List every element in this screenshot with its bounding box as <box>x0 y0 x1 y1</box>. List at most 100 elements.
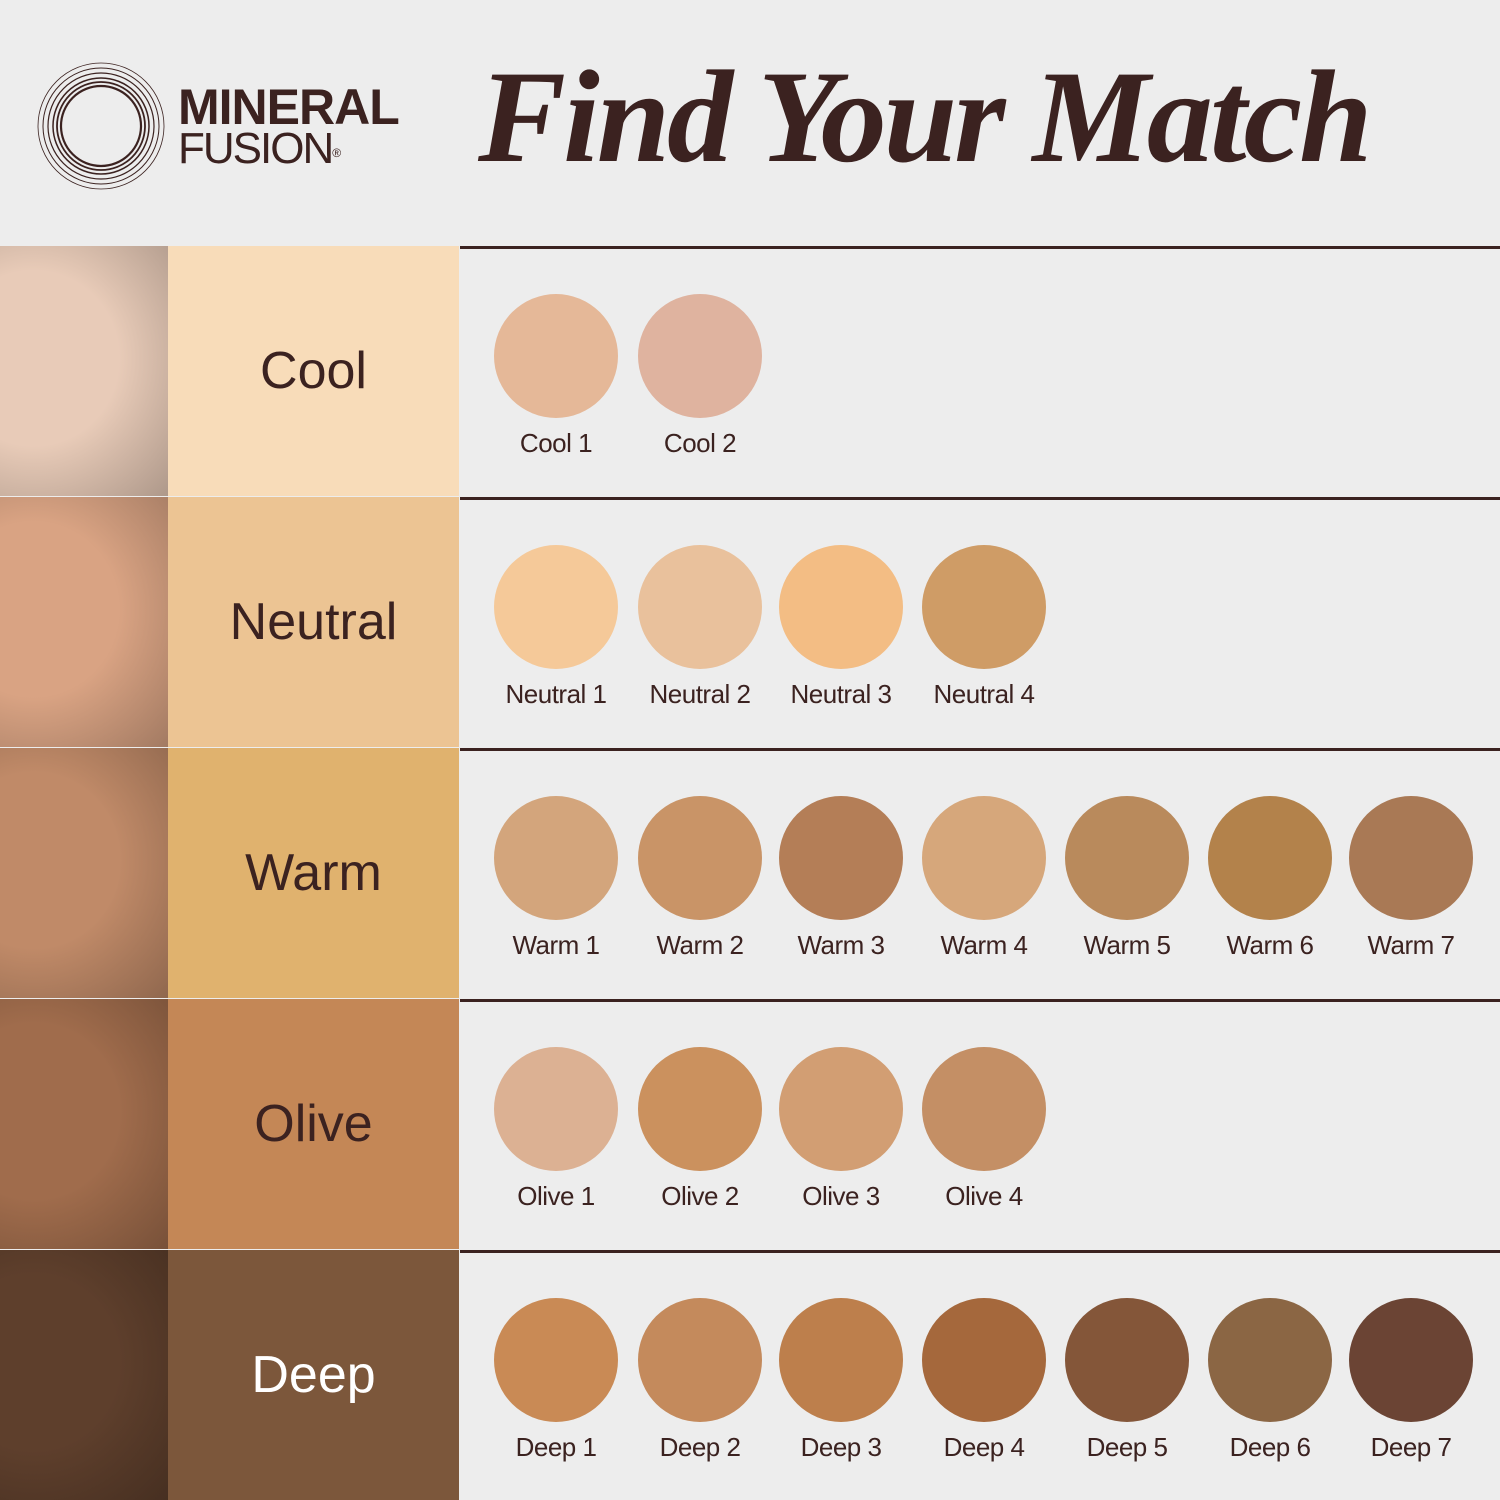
undertone-label: Olive <box>254 1095 373 1153</box>
shade-name: Warm 1 <box>512 930 600 960</box>
shade-color-circle <box>638 1047 762 1171</box>
shade-name: Neutral 4 <box>933 679 1036 709</box>
shade-name: Deep 7 <box>1370 1432 1452 1462</box>
shade-name: Deep 1 <box>515 1432 597 1462</box>
shade-name: Deep 5 <box>1086 1432 1168 1462</box>
shade-name: Olive 2 <box>661 1181 739 1211</box>
shade-color-circle <box>922 1298 1046 1422</box>
shade-color-circle <box>779 1047 903 1171</box>
model-face-photo <box>0 497 168 747</box>
shade-swatch[interactable]: Deep 3 <box>756 1298 926 1463</box>
shade-swatch[interactable]: Warm 1 <box>471 796 641 961</box>
undertone-row-deep: Deep Deep 1 Deep 2 Deep 3 Deep 4 Deep 5 … <box>0 1250 1500 1500</box>
shade-name: Warm 4 <box>940 930 1028 960</box>
shade-color-circle <box>1349 1298 1473 1422</box>
shade-name: Olive 4 <box>945 1181 1023 1211</box>
shade-name: Deep 2 <box>659 1432 741 1462</box>
shade-swatch[interactable]: Deep 6 <box>1185 1298 1355 1463</box>
undertone-label-panel: Olive <box>168 999 459 1249</box>
shade-color-circle <box>494 294 618 418</box>
shade-swatch[interactable]: Warm 5 <box>1042 796 1212 961</box>
shade-swatch[interactable]: Olive 1 <box>471 1047 641 1212</box>
shade-color-circle <box>1065 796 1189 920</box>
shade-name: Warm 2 <box>656 930 744 960</box>
row-divider <box>460 748 1500 751</box>
shade-name: Olive 1 <box>517 1181 595 1211</box>
shade-swatch[interactable]: Warm 3 <box>756 796 926 961</box>
brand-name-line1: MINERAL <box>178 79 400 135</box>
undertone-row-warm: Warm Warm 1 Warm 2 Warm 3 Warm 4 Warm 5 … <box>0 748 1500 998</box>
undertone-label-panel: Deep <box>168 1250 459 1500</box>
shade-color-circle <box>638 1298 762 1422</box>
shade-color-circle <box>638 294 762 418</box>
shade-color-circle <box>494 1298 618 1422</box>
shade-color-circle <box>1349 796 1473 920</box>
shade-color-circle <box>638 545 762 669</box>
undertone-label: Cool <box>260 342 367 400</box>
model-face-photo <box>0 999 168 1249</box>
shade-name: Neutral 2 <box>649 679 752 709</box>
shade-name: Cool 2 <box>663 428 737 458</box>
shade-swatch[interactable]: Neutral 1 <box>471 545 641 710</box>
shade-swatch[interactable]: Deep 5 <box>1042 1298 1212 1463</box>
shade-swatch[interactable]: Deep 7 <box>1326 1298 1496 1463</box>
shade-color-circle <box>779 796 903 920</box>
shade-name: Neutral 1 <box>505 679 608 709</box>
shade-color-circle <box>779 545 903 669</box>
shade-swatch[interactable]: Deep 4 <box>899 1298 1069 1463</box>
shade-name: Deep 4 <box>943 1432 1025 1462</box>
undertone-row-cool: Cool Cool 1 Cool 2 <box>0 246 1500 496</box>
model-face-photo <box>0 246 168 496</box>
concentric-rings-icon <box>37 62 165 190</box>
undertone-label-panel: Warm <box>168 748 459 998</box>
shade-color-circle <box>1208 1298 1332 1422</box>
row-divider <box>460 246 1500 249</box>
shade-swatch[interactable]: Olive 3 <box>756 1047 926 1212</box>
undertone-row-neutral: Neutral Neutral 1 Neutral 2 Neutral 3 Ne… <box>0 497 1500 747</box>
shade-color-circle <box>1208 796 1332 920</box>
shade-color-circle <box>922 796 1046 920</box>
shade-name: Deep 6 <box>1229 1432 1311 1462</box>
shade-name: Deep 3 <box>800 1432 882 1462</box>
model-face-photo <box>0 748 168 998</box>
shade-swatch[interactable]: Olive 4 <box>899 1047 1069 1212</box>
shade-swatch[interactable]: Deep 2 <box>615 1298 785 1463</box>
shade-swatch[interactable]: Warm 4 <box>899 796 1069 961</box>
shade-swatch[interactable]: Neutral 2 <box>615 545 785 710</box>
undertone-label: Warm <box>245 844 382 902</box>
shade-color-circle <box>922 1047 1046 1171</box>
undertone-row-olive: Olive Olive 1 Olive 2 Olive 3 Olive 4 <box>0 999 1500 1249</box>
shade-swatch[interactable]: Warm 2 <box>615 796 785 961</box>
undertone-label: Neutral <box>229 593 398 651</box>
model-face-photo <box>0 1250 168 1500</box>
undertone-label-panel: Neutral <box>168 497 459 747</box>
shade-name: Warm 5 <box>1083 930 1171 960</box>
shade-color-circle <box>494 796 618 920</box>
shade-swatch[interactable]: Warm 7 <box>1326 796 1496 961</box>
shade-name: Olive 3 <box>802 1181 880 1211</box>
shade-swatch[interactable]: Cool 1 <box>471 294 641 459</box>
shade-color-circle <box>494 1047 618 1171</box>
shade-swatch[interactable]: Warm 6 <box>1185 796 1355 961</box>
shade-swatch[interactable]: Olive 2 <box>615 1047 785 1212</box>
shade-name: Neutral 3 <box>790 679 893 709</box>
shade-color-circle <box>1065 1298 1189 1422</box>
brand-name-line2: FUSION® <box>178 124 342 173</box>
shade-name: Cool 1 <box>519 428 593 458</box>
shade-color-circle <box>494 545 618 669</box>
brand-logo: MINERAL FUSION® <box>36 60 436 192</box>
shade-swatch[interactable]: Neutral 4 <box>899 545 1069 710</box>
shade-name: Warm 7 <box>1367 930 1455 960</box>
shade-name: Warm 6 <box>1226 930 1314 960</box>
shade-color-circle <box>779 1298 903 1422</box>
shade-swatch[interactable]: Cool 2 <box>615 294 785 459</box>
shade-name: Warm 3 <box>797 930 885 960</box>
undertone-label-panel: Cool <box>168 246 459 496</box>
shade-color-circle <box>638 796 762 920</box>
row-divider <box>460 1250 1500 1253</box>
undertone-label: Deep <box>251 1346 376 1404</box>
row-divider <box>460 999 1500 1002</box>
shade-swatch[interactable]: Deep 1 <box>471 1298 641 1463</box>
shade-swatch[interactable]: Neutral 3 <box>756 545 926 710</box>
row-divider <box>460 497 1500 500</box>
